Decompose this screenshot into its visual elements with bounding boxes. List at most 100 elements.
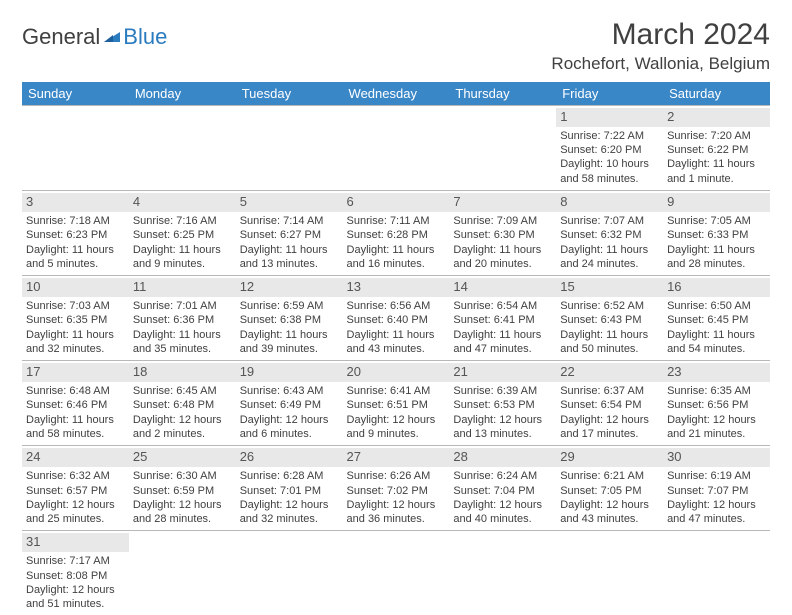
daylight-text: Daylight: 12 hours bbox=[240, 498, 339, 512]
calendar-cell: 15Sunrise: 6:52 AMSunset: 6:43 PMDayligh… bbox=[556, 276, 663, 361]
sunset-text: Sunset: 6:36 PM bbox=[133, 313, 232, 327]
sunset-text: Sunset: 6:46 PM bbox=[26, 398, 125, 412]
calendar-row: 10Sunrise: 7:03 AMSunset: 6:35 PMDayligh… bbox=[22, 276, 770, 361]
calendar-cell: 28Sunrise: 6:24 AMSunset: 7:04 PMDayligh… bbox=[449, 446, 556, 531]
day-header: Saturday bbox=[663, 82, 770, 106]
daylight-text: Daylight: 11 hours bbox=[240, 328, 339, 342]
daylight-text: and 24 minutes. bbox=[560, 257, 659, 271]
daylight-text: Daylight: 11 hours bbox=[26, 243, 125, 257]
daylight-text: and 1 minute. bbox=[667, 172, 766, 186]
day-number: 24 bbox=[22, 448, 129, 467]
calendar-cell: 16Sunrise: 6:50 AMSunset: 6:45 PMDayligh… bbox=[663, 276, 770, 361]
day-number: 21 bbox=[449, 363, 556, 382]
sunset-text: Sunset: 6:59 PM bbox=[133, 484, 232, 498]
daylight-text: and 54 minutes. bbox=[667, 342, 766, 356]
day-number: 11 bbox=[129, 278, 236, 297]
sunrise-text: Sunrise: 7:17 AM bbox=[26, 554, 125, 568]
day-number: 1 bbox=[556, 108, 663, 127]
daylight-text: and 51 minutes. bbox=[26, 597, 125, 611]
day-number: 17 bbox=[22, 363, 129, 382]
sunrise-text: Sunrise: 6:21 AM bbox=[560, 469, 659, 483]
calendar-row: 31Sunrise: 7:17 AMSunset: 8:08 PMDayligh… bbox=[22, 531, 770, 615]
sunrise-text: Sunrise: 6:52 AM bbox=[560, 299, 659, 313]
day-number: 25 bbox=[129, 448, 236, 467]
calendar-cell: 25Sunrise: 6:30 AMSunset: 6:59 PMDayligh… bbox=[129, 446, 236, 531]
sunset-text: Sunset: 6:54 PM bbox=[560, 398, 659, 412]
daylight-text: and 28 minutes. bbox=[667, 257, 766, 271]
calendar-cell: 30Sunrise: 6:19 AMSunset: 7:07 PMDayligh… bbox=[663, 446, 770, 531]
sunset-text: Sunset: 6:48 PM bbox=[133, 398, 232, 412]
calendar-cell bbox=[236, 106, 343, 191]
sunset-text: Sunset: 8:08 PM bbox=[26, 569, 125, 583]
sunrise-text: Sunrise: 7:20 AM bbox=[667, 129, 766, 143]
daylight-text: and 9 minutes. bbox=[347, 427, 446, 441]
calendar-row: 24Sunrise: 6:32 AMSunset: 6:57 PMDayligh… bbox=[22, 446, 770, 531]
calendar-row: 17Sunrise: 6:48 AMSunset: 6:46 PMDayligh… bbox=[22, 361, 770, 446]
sunrise-text: Sunrise: 7:16 AM bbox=[133, 214, 232, 228]
calendar-cell: 22Sunrise: 6:37 AMSunset: 6:54 PMDayligh… bbox=[556, 361, 663, 446]
sunset-text: Sunset: 6:43 PM bbox=[560, 313, 659, 327]
sunset-text: Sunset: 7:04 PM bbox=[453, 484, 552, 498]
page-subtitle: Rochefort, Wallonia, Belgium bbox=[551, 54, 770, 74]
calendar-cell: 6Sunrise: 7:11 AMSunset: 6:28 PMDaylight… bbox=[343, 191, 450, 276]
day-number: 10 bbox=[22, 278, 129, 297]
daylight-text: Daylight: 12 hours bbox=[560, 413, 659, 427]
day-number: 13 bbox=[343, 278, 450, 297]
day-number: 8 bbox=[556, 193, 663, 212]
sunset-text: Sunset: 6:20 PM bbox=[560, 143, 659, 157]
day-number: 16 bbox=[663, 278, 770, 297]
daylight-text: Daylight: 12 hours bbox=[667, 498, 766, 512]
daylight-text: and 47 minutes. bbox=[453, 342, 552, 356]
daylight-text: Daylight: 11 hours bbox=[453, 328, 552, 342]
daylight-text: and 50 minutes. bbox=[560, 342, 659, 356]
daylight-text: and 13 minutes. bbox=[453, 427, 552, 441]
day-header: Tuesday bbox=[236, 82, 343, 106]
calendar-cell bbox=[129, 106, 236, 191]
daylight-text: Daylight: 12 hours bbox=[240, 413, 339, 427]
daylight-text: and 47 minutes. bbox=[667, 512, 766, 526]
sunset-text: Sunset: 6:23 PM bbox=[26, 228, 125, 242]
calendar-cell: 23Sunrise: 6:35 AMSunset: 6:56 PMDayligh… bbox=[663, 361, 770, 446]
day-number: 18 bbox=[129, 363, 236, 382]
day-number: 20 bbox=[343, 363, 450, 382]
sunset-text: Sunset: 6:32 PM bbox=[560, 228, 659, 242]
daylight-text: and 16 minutes. bbox=[347, 257, 446, 271]
calendar-cell bbox=[236, 531, 343, 615]
daylight-text: Daylight: 11 hours bbox=[453, 243, 552, 257]
day-number: 2 bbox=[663, 108, 770, 127]
sunrise-text: Sunrise: 6:54 AM bbox=[453, 299, 552, 313]
sunrise-text: Sunrise: 6:59 AM bbox=[240, 299, 339, 313]
sunset-text: Sunset: 6:51 PM bbox=[347, 398, 446, 412]
sunset-text: Sunset: 6:38 PM bbox=[240, 313, 339, 327]
day-number: 9 bbox=[663, 193, 770, 212]
sunrise-text: Sunrise: 6:45 AM bbox=[133, 384, 232, 398]
calendar-cell: 19Sunrise: 6:43 AMSunset: 6:49 PMDayligh… bbox=[236, 361, 343, 446]
day-number: 4 bbox=[129, 193, 236, 212]
day-header: Sunday bbox=[22, 82, 129, 106]
sunset-text: Sunset: 6:49 PM bbox=[240, 398, 339, 412]
calendar-cell: 7Sunrise: 7:09 AMSunset: 6:30 PMDaylight… bbox=[449, 191, 556, 276]
daylight-text: Daylight: 12 hours bbox=[453, 498, 552, 512]
calendar-table: Sunday Monday Tuesday Wednesday Thursday… bbox=[22, 82, 770, 615]
day-number: 3 bbox=[22, 193, 129, 212]
daylight-text: Daylight: 12 hours bbox=[133, 498, 232, 512]
daylight-text: Daylight: 12 hours bbox=[26, 498, 125, 512]
sunset-text: Sunset: 6:25 PM bbox=[133, 228, 232, 242]
daylight-text: and 25 minutes. bbox=[26, 512, 125, 526]
sunrise-text: Sunrise: 7:07 AM bbox=[560, 214, 659, 228]
daylight-text: Daylight: 12 hours bbox=[667, 413, 766, 427]
daylight-text: and 35 minutes. bbox=[133, 342, 232, 356]
daylight-text: Daylight: 11 hours bbox=[560, 328, 659, 342]
calendar-cell: 21Sunrise: 6:39 AMSunset: 6:53 PMDayligh… bbox=[449, 361, 556, 446]
calendar-cell: 26Sunrise: 6:28 AMSunset: 7:01 PMDayligh… bbox=[236, 446, 343, 531]
sunset-text: Sunset: 6:53 PM bbox=[453, 398, 552, 412]
calendar-cell: 14Sunrise: 6:54 AMSunset: 6:41 PMDayligh… bbox=[449, 276, 556, 361]
daylight-text: and 2 minutes. bbox=[133, 427, 232, 441]
sunrise-text: Sunrise: 6:32 AM bbox=[26, 469, 125, 483]
day-header: Friday bbox=[556, 82, 663, 106]
day-number: 12 bbox=[236, 278, 343, 297]
sunrise-text: Sunrise: 6:50 AM bbox=[667, 299, 766, 313]
daylight-text: Daylight: 11 hours bbox=[667, 243, 766, 257]
sunrise-text: Sunrise: 7:05 AM bbox=[667, 214, 766, 228]
daylight-text: Daylight: 10 hours bbox=[560, 157, 659, 171]
